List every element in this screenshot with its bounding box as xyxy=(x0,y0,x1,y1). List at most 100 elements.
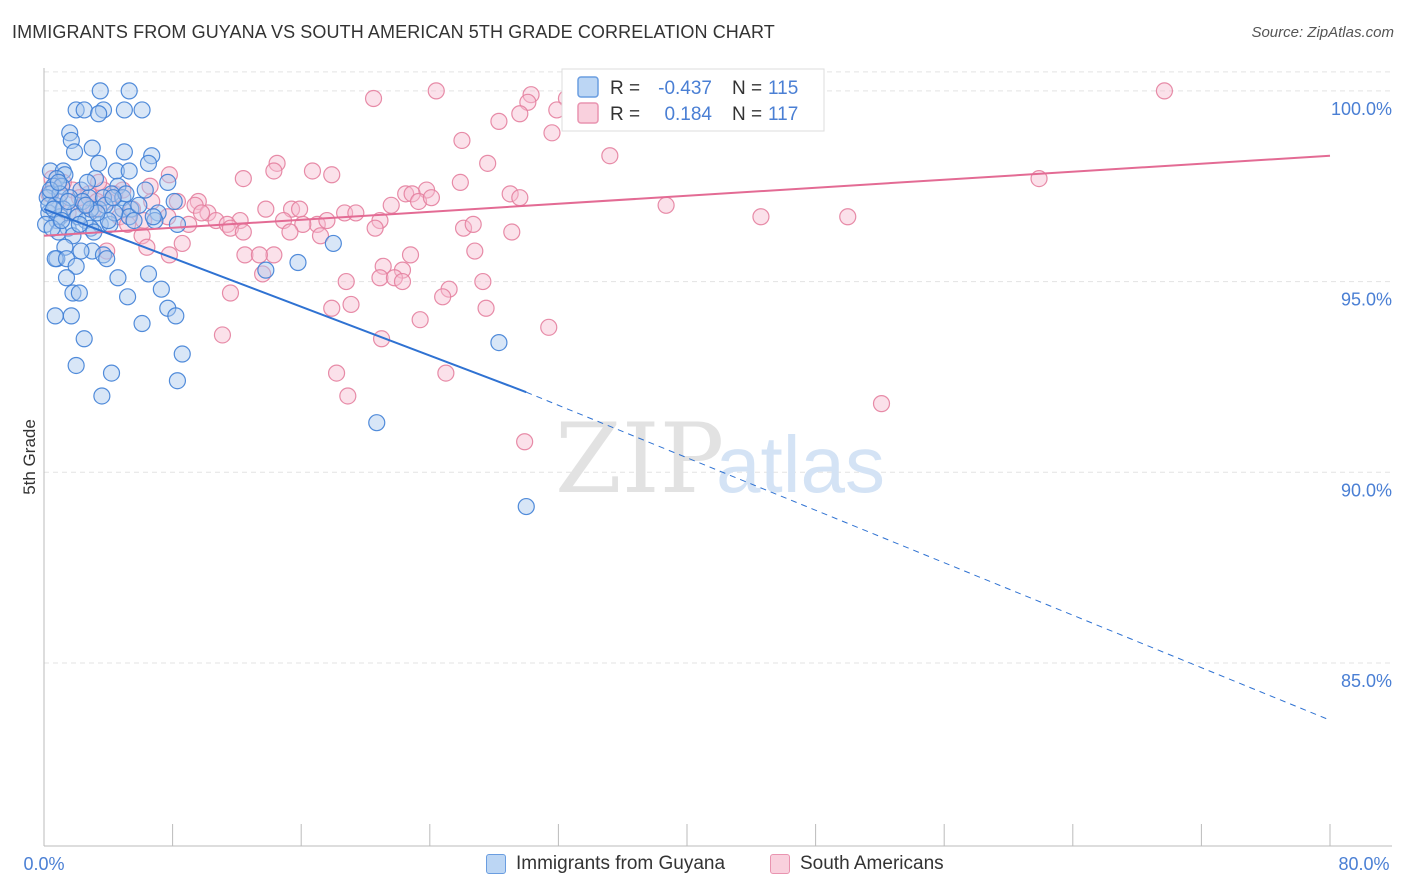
data-point xyxy=(281,223,299,241)
correlation-legend: R = -0.437 N = 115 R = 0.184 N = 117 xyxy=(561,68,825,132)
data-point xyxy=(221,284,240,302)
data-point xyxy=(437,364,455,382)
legend-item-guyana[interactable]: Immigrants from Guyana xyxy=(486,852,725,876)
data-point xyxy=(192,204,211,222)
data-point xyxy=(90,154,108,172)
data-point xyxy=(466,242,484,260)
data-point xyxy=(479,154,497,172)
data-point xyxy=(752,208,770,226)
data-point xyxy=(303,162,322,180)
data-point xyxy=(83,139,101,157)
data-point xyxy=(125,211,143,230)
data-point xyxy=(120,82,138,100)
data-point xyxy=(657,196,675,214)
data-point xyxy=(257,200,275,218)
data-point xyxy=(397,185,415,203)
data-point xyxy=(872,395,891,413)
data-point xyxy=(453,131,471,150)
data-point xyxy=(57,269,76,287)
legend-pink-r-value: 0.184 xyxy=(664,104,712,125)
data-point xyxy=(289,253,307,272)
data-point xyxy=(337,272,355,291)
data-point xyxy=(91,82,109,100)
data-point xyxy=(371,269,389,287)
series-immigrants-from-guyana xyxy=(37,82,535,516)
legend-box xyxy=(561,68,825,132)
data-point xyxy=(327,364,346,382)
data-point xyxy=(290,200,309,218)
data-point xyxy=(324,234,342,253)
data-point xyxy=(347,204,365,222)
data-point xyxy=(323,166,341,184)
data-point xyxy=(265,162,283,180)
legend-item-south-americans[interactable]: South Americans xyxy=(770,852,944,876)
legend-label-south-americans: South Americans xyxy=(800,853,944,874)
data-point xyxy=(477,299,495,317)
data-point xyxy=(165,192,183,211)
data-point xyxy=(102,364,121,382)
data-point xyxy=(366,219,384,237)
data-point xyxy=(168,215,187,233)
data-point xyxy=(59,192,77,211)
data-point xyxy=(1155,82,1174,100)
y-axis-label: 5th Grade xyxy=(20,419,39,495)
source-label: Source: ZipAtlas.com xyxy=(1251,24,1394,41)
data-point xyxy=(65,143,84,161)
data-point xyxy=(464,215,482,233)
data-point xyxy=(49,173,68,192)
y-tick-label: 95.0% xyxy=(1341,290,1392,310)
data-point xyxy=(516,433,534,451)
series-south-americans xyxy=(40,82,1174,451)
watermark-zip: ZIP xyxy=(555,403,724,515)
data-point xyxy=(323,299,341,317)
legend-swatch-pink xyxy=(577,102,599,124)
data-point xyxy=(236,246,254,264)
legend-blue-r-value: -0.437 xyxy=(658,78,712,99)
data-point xyxy=(90,105,108,123)
x-tick-label-min: 0.0% xyxy=(23,854,64,874)
data-point xyxy=(139,154,158,172)
data-point xyxy=(144,208,162,226)
data-point xyxy=(517,497,535,516)
data-point xyxy=(257,261,275,279)
legend-pink-n-value: 117 xyxy=(768,104,798,125)
data-point xyxy=(401,246,420,264)
data-point xyxy=(234,223,252,241)
data-point xyxy=(339,387,357,405)
legend-blue-n-value: 115 xyxy=(768,78,798,99)
data-point xyxy=(501,185,519,203)
data-point xyxy=(168,372,187,390)
data-point xyxy=(511,105,529,123)
data-point xyxy=(250,246,269,264)
y-tick-label: 100.0% xyxy=(1331,99,1392,119)
data-point xyxy=(311,227,330,245)
chart-title: IMMIGRANTS FROM GUYANA VS SOUTH AMERICAN… xyxy=(12,22,775,42)
trend-line-south-americans xyxy=(43,154,1331,237)
data-point xyxy=(46,307,64,325)
data-point xyxy=(393,272,412,291)
watermark-atlas: atlas xyxy=(716,420,885,509)
data-point xyxy=(130,196,148,214)
data-point xyxy=(98,250,116,268)
data-point xyxy=(115,101,133,119)
data-point xyxy=(118,288,137,306)
data-point xyxy=(152,280,170,298)
data-point xyxy=(75,101,93,119)
x-tick-label-max: 80.0% xyxy=(1338,854,1389,874)
data-point xyxy=(385,269,404,287)
data-point xyxy=(490,333,508,352)
y-tick-label: 90.0% xyxy=(1341,480,1392,500)
data-point xyxy=(213,326,232,344)
grid xyxy=(44,71,1392,664)
data-point xyxy=(543,124,561,142)
data-point xyxy=(159,173,177,192)
data-point xyxy=(75,330,93,348)
data-point xyxy=(67,356,85,375)
data-point xyxy=(117,185,135,203)
data-point xyxy=(451,173,469,192)
data-point xyxy=(167,307,185,325)
data-point xyxy=(109,269,127,287)
data-point xyxy=(364,89,383,108)
legend-pink-r-label: R = xyxy=(610,104,640,125)
trend-lines xyxy=(43,154,1331,721)
